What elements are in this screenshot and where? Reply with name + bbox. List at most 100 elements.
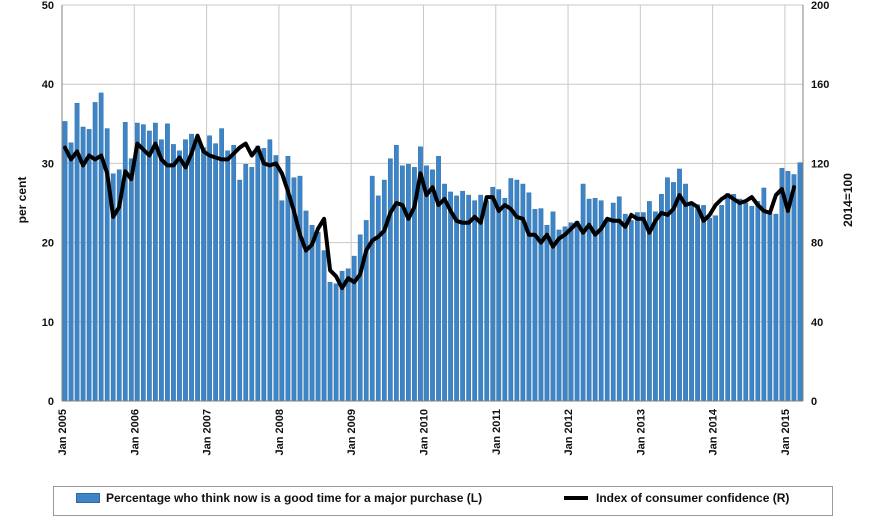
bar bbox=[695, 204, 700, 402]
bar bbox=[393, 144, 399, 402]
bar bbox=[92, 102, 98, 402]
bar bbox=[689, 204, 694, 402]
bar bbox=[701, 205, 706, 402]
confidence-line bbox=[63, 133, 796, 291]
bar bbox=[369, 175, 375, 402]
bar bbox=[219, 128, 225, 402]
x-tick-label: Jan 2013 bbox=[635, 409, 647, 455]
x-tick-label: Jan 2007 bbox=[202, 409, 214, 455]
bar bbox=[80, 126, 86, 402]
right-axis-title: 2014=100 bbox=[841, 173, 855, 227]
bar bbox=[213, 143, 218, 402]
bar bbox=[779, 167, 785, 402]
legend: Percentage who think now is a good time … bbox=[53, 486, 833, 516]
bar bbox=[303, 210, 309, 402]
bar bbox=[201, 147, 206, 402]
bar bbox=[436, 156, 441, 402]
bar bbox=[725, 193, 731, 402]
bar bbox=[797, 162, 803, 402]
bar bbox=[237, 179, 243, 402]
bar bbox=[68, 142, 74, 402]
x-tick-label: Jan 2008 bbox=[274, 409, 286, 455]
right-tick-label: 200 bbox=[811, 0, 829, 12]
bar bbox=[375, 195, 381, 402]
axes: 0 10 20 30 40 50 0 40 80 120 160 200 Jan 2005 Jan 200… bbox=[42, 0, 830, 455]
left-tick-label: 50 bbox=[42, 0, 54, 12]
bar bbox=[761, 187, 767, 402]
bar bbox=[743, 202, 749, 402]
bar bbox=[333, 283, 339, 402]
bar bbox=[255, 145, 261, 402]
bar bbox=[231, 144, 237, 402]
bar bbox=[659, 194, 664, 402]
right-tick-label: 80 bbox=[811, 238, 823, 250]
bar bbox=[713, 215, 719, 402]
bar bbox=[484, 200, 490, 402]
bar bbox=[430, 169, 435, 402]
bar bbox=[146, 130, 152, 402]
legend-line-label: Index of consumer confidence (R) bbox=[596, 491, 790, 505]
bar bbox=[604, 219, 610, 402]
bar bbox=[153, 122, 158, 402]
bar bbox=[381, 179, 387, 402]
right-tick-label: 0 bbox=[811, 396, 817, 408]
bar bbox=[490, 186, 496, 402]
bar bbox=[128, 158, 134, 402]
bar bbox=[737, 198, 743, 402]
bar bbox=[719, 205, 725, 402]
bar bbox=[189, 133, 194, 402]
bar bbox=[297, 175, 303, 402]
left-tick-label: 20 bbox=[42, 238, 54, 250]
x-tick-label: Jan 2009 bbox=[346, 409, 358, 455]
line-series bbox=[63, 133, 796, 291]
bar bbox=[406, 163, 411, 402]
bar bbox=[249, 167, 255, 402]
bar bbox=[98, 92, 104, 402]
bar bbox=[273, 155, 279, 402]
bar bbox=[616, 196, 622, 402]
bar bbox=[773, 213, 779, 402]
bar bbox=[424, 165, 429, 402]
right-tick-label: 160 bbox=[811, 79, 829, 91]
left-axis-title: per cent bbox=[15, 177, 29, 224]
bar bbox=[628, 220, 634, 402]
bar bbox=[207, 135, 212, 402]
bar bbox=[279, 200, 285, 402]
bar bbox=[62, 121, 68, 402]
bar bbox=[767, 213, 773, 402]
bar bbox=[478, 194, 484, 402]
bar-series bbox=[62, 92, 803, 402]
bar bbox=[671, 182, 676, 402]
bar bbox=[562, 226, 568, 402]
bar bbox=[755, 201, 761, 402]
x-tick-label: Jan 2011 bbox=[491, 409, 503, 455]
left-tick-label: 10 bbox=[42, 317, 54, 329]
x-tick-label: Jan 2015 bbox=[780, 409, 792, 455]
bar bbox=[526, 192, 532, 402]
bar bbox=[122, 122, 128, 402]
legend-bar-label: Percentage who think now is a good time … bbox=[106, 491, 483, 505]
bar bbox=[653, 211, 658, 402]
x-tick-label: Jan 2005 bbox=[57, 409, 69, 455]
bar bbox=[556, 229, 562, 402]
bar bbox=[74, 103, 80, 402]
bar bbox=[454, 195, 459, 402]
bar bbox=[683, 183, 688, 402]
bar bbox=[677, 168, 682, 402]
bar bbox=[707, 217, 712, 402]
bar bbox=[472, 200, 478, 402]
x-tick-label: Jan 2010 bbox=[418, 409, 430, 455]
bar bbox=[634, 212, 640, 402]
x-tick-label: Jan 2012 bbox=[563, 409, 575, 455]
bar bbox=[502, 198, 508, 402]
bar bbox=[580, 183, 586, 402]
bar bbox=[339, 270, 345, 402]
bar bbox=[267, 139, 273, 402]
bar bbox=[327, 282, 333, 402]
bar bbox=[309, 224, 315, 402]
left-tick-label: 40 bbox=[42, 79, 54, 91]
left-tick-label: 0 bbox=[48, 396, 54, 408]
legend-line-swatch bbox=[564, 496, 588, 500]
legend-item-bars: Percentage who think now is a good time … bbox=[76, 491, 482, 505]
bar bbox=[610, 202, 616, 402]
